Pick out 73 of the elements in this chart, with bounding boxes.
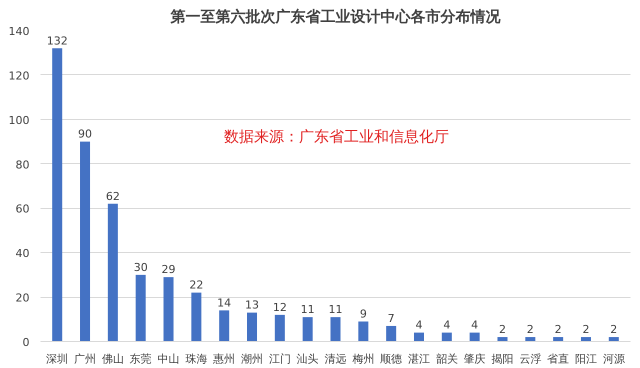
bar <box>80 142 90 342</box>
y-tick-label: 0 <box>22 336 30 349</box>
x-tick-label: 中山 <box>158 352 180 366</box>
bar <box>52 48 62 342</box>
x-tick-label: 广州 <box>74 352 96 366</box>
bar <box>358 322 368 342</box>
data-label: 14 <box>217 296 232 310</box>
x-tick-label: 江门 <box>268 352 291 366</box>
chart-title: 第一至第六批次广东省工业设计中心各市分布情况 <box>170 8 502 26</box>
data-label: 2 <box>498 323 506 336</box>
x-tick-label: 珠海 <box>185 352 208 366</box>
bar <box>330 317 341 342</box>
y-tick-label: 100 <box>8 114 30 127</box>
bar <box>274 314 285 342</box>
data-label: 22 <box>189 278 204 292</box>
data-label: 4 <box>415 318 422 332</box>
bar <box>191 292 202 342</box>
x-tick-label: 顺德 <box>380 352 402 366</box>
bar <box>302 317 313 342</box>
data-label: 132 <box>46 34 68 48</box>
data-label: 12 <box>272 300 287 314</box>
data-label: 62 <box>106 190 120 203</box>
data-label: 4 <box>471 318 478 332</box>
bar <box>442 332 452 342</box>
data-label: 2 <box>610 323 618 336</box>
y-tick-label: 20 <box>16 292 30 305</box>
data-label: 90 <box>78 128 92 141</box>
bar <box>580 337 591 342</box>
x-tick-label: 河源 <box>602 352 625 366</box>
bar <box>470 332 480 342</box>
data-label: 30 <box>134 260 148 274</box>
bar <box>247 312 258 342</box>
y-tick-label: 140 <box>8 25 30 38</box>
bar <box>136 274 146 342</box>
data-label: 2 <box>582 323 590 336</box>
annotation: 数据来源：广东省工业和信息化厅 <box>224 128 450 146</box>
data-label: 13 <box>245 298 260 312</box>
data-label: 7 <box>388 312 395 325</box>
x-tick-label: 省直 <box>547 352 570 366</box>
bar <box>414 332 424 342</box>
data-label: 9 <box>360 308 367 321</box>
x-tick-label: 云浮 <box>519 352 542 366</box>
bar <box>497 337 508 342</box>
y-tick-label: 120 <box>8 69 30 82</box>
data-label: 29 <box>162 263 176 276</box>
x-tick-label: 揭阳 <box>491 352 514 366</box>
x-tick-label: 潮州 <box>241 352 264 366</box>
bar <box>553 337 564 342</box>
x-tick-label: 肇庆 <box>464 352 486 366</box>
bar <box>386 326 396 342</box>
x-tick-label: 湛江 <box>408 352 430 366</box>
x-tick-label: 清远 <box>324 352 346 366</box>
x-tick-label: 东莞 <box>130 352 152 366</box>
x-tick-label: 韶关 <box>436 352 458 366</box>
data-label: 11 <box>328 303 342 316</box>
data-label: 2 <box>554 323 562 336</box>
bar <box>108 204 118 342</box>
bar <box>525 337 536 342</box>
x-tick-label: 汕头 <box>296 352 319 366</box>
data-label: 11 <box>300 303 315 316</box>
bar <box>219 310 230 342</box>
data-label: 4 <box>443 318 450 332</box>
x-tick-label: 梅州 <box>351 352 374 366</box>
y-tick-label: 60 <box>16 202 30 216</box>
data-label: 2 <box>526 323 534 336</box>
x-tick-label: 惠州 <box>212 352 236 366</box>
x-tick-label: 阳江 <box>574 352 597 366</box>
y-tick-label: 80 <box>16 158 30 172</box>
bar <box>608 337 619 342</box>
x-tick-label: 佛山 <box>102 352 124 366</box>
bar <box>164 277 174 342</box>
y-tick-label: 40 <box>16 247 30 260</box>
x-tick-label: 深圳 <box>46 352 68 366</box>
